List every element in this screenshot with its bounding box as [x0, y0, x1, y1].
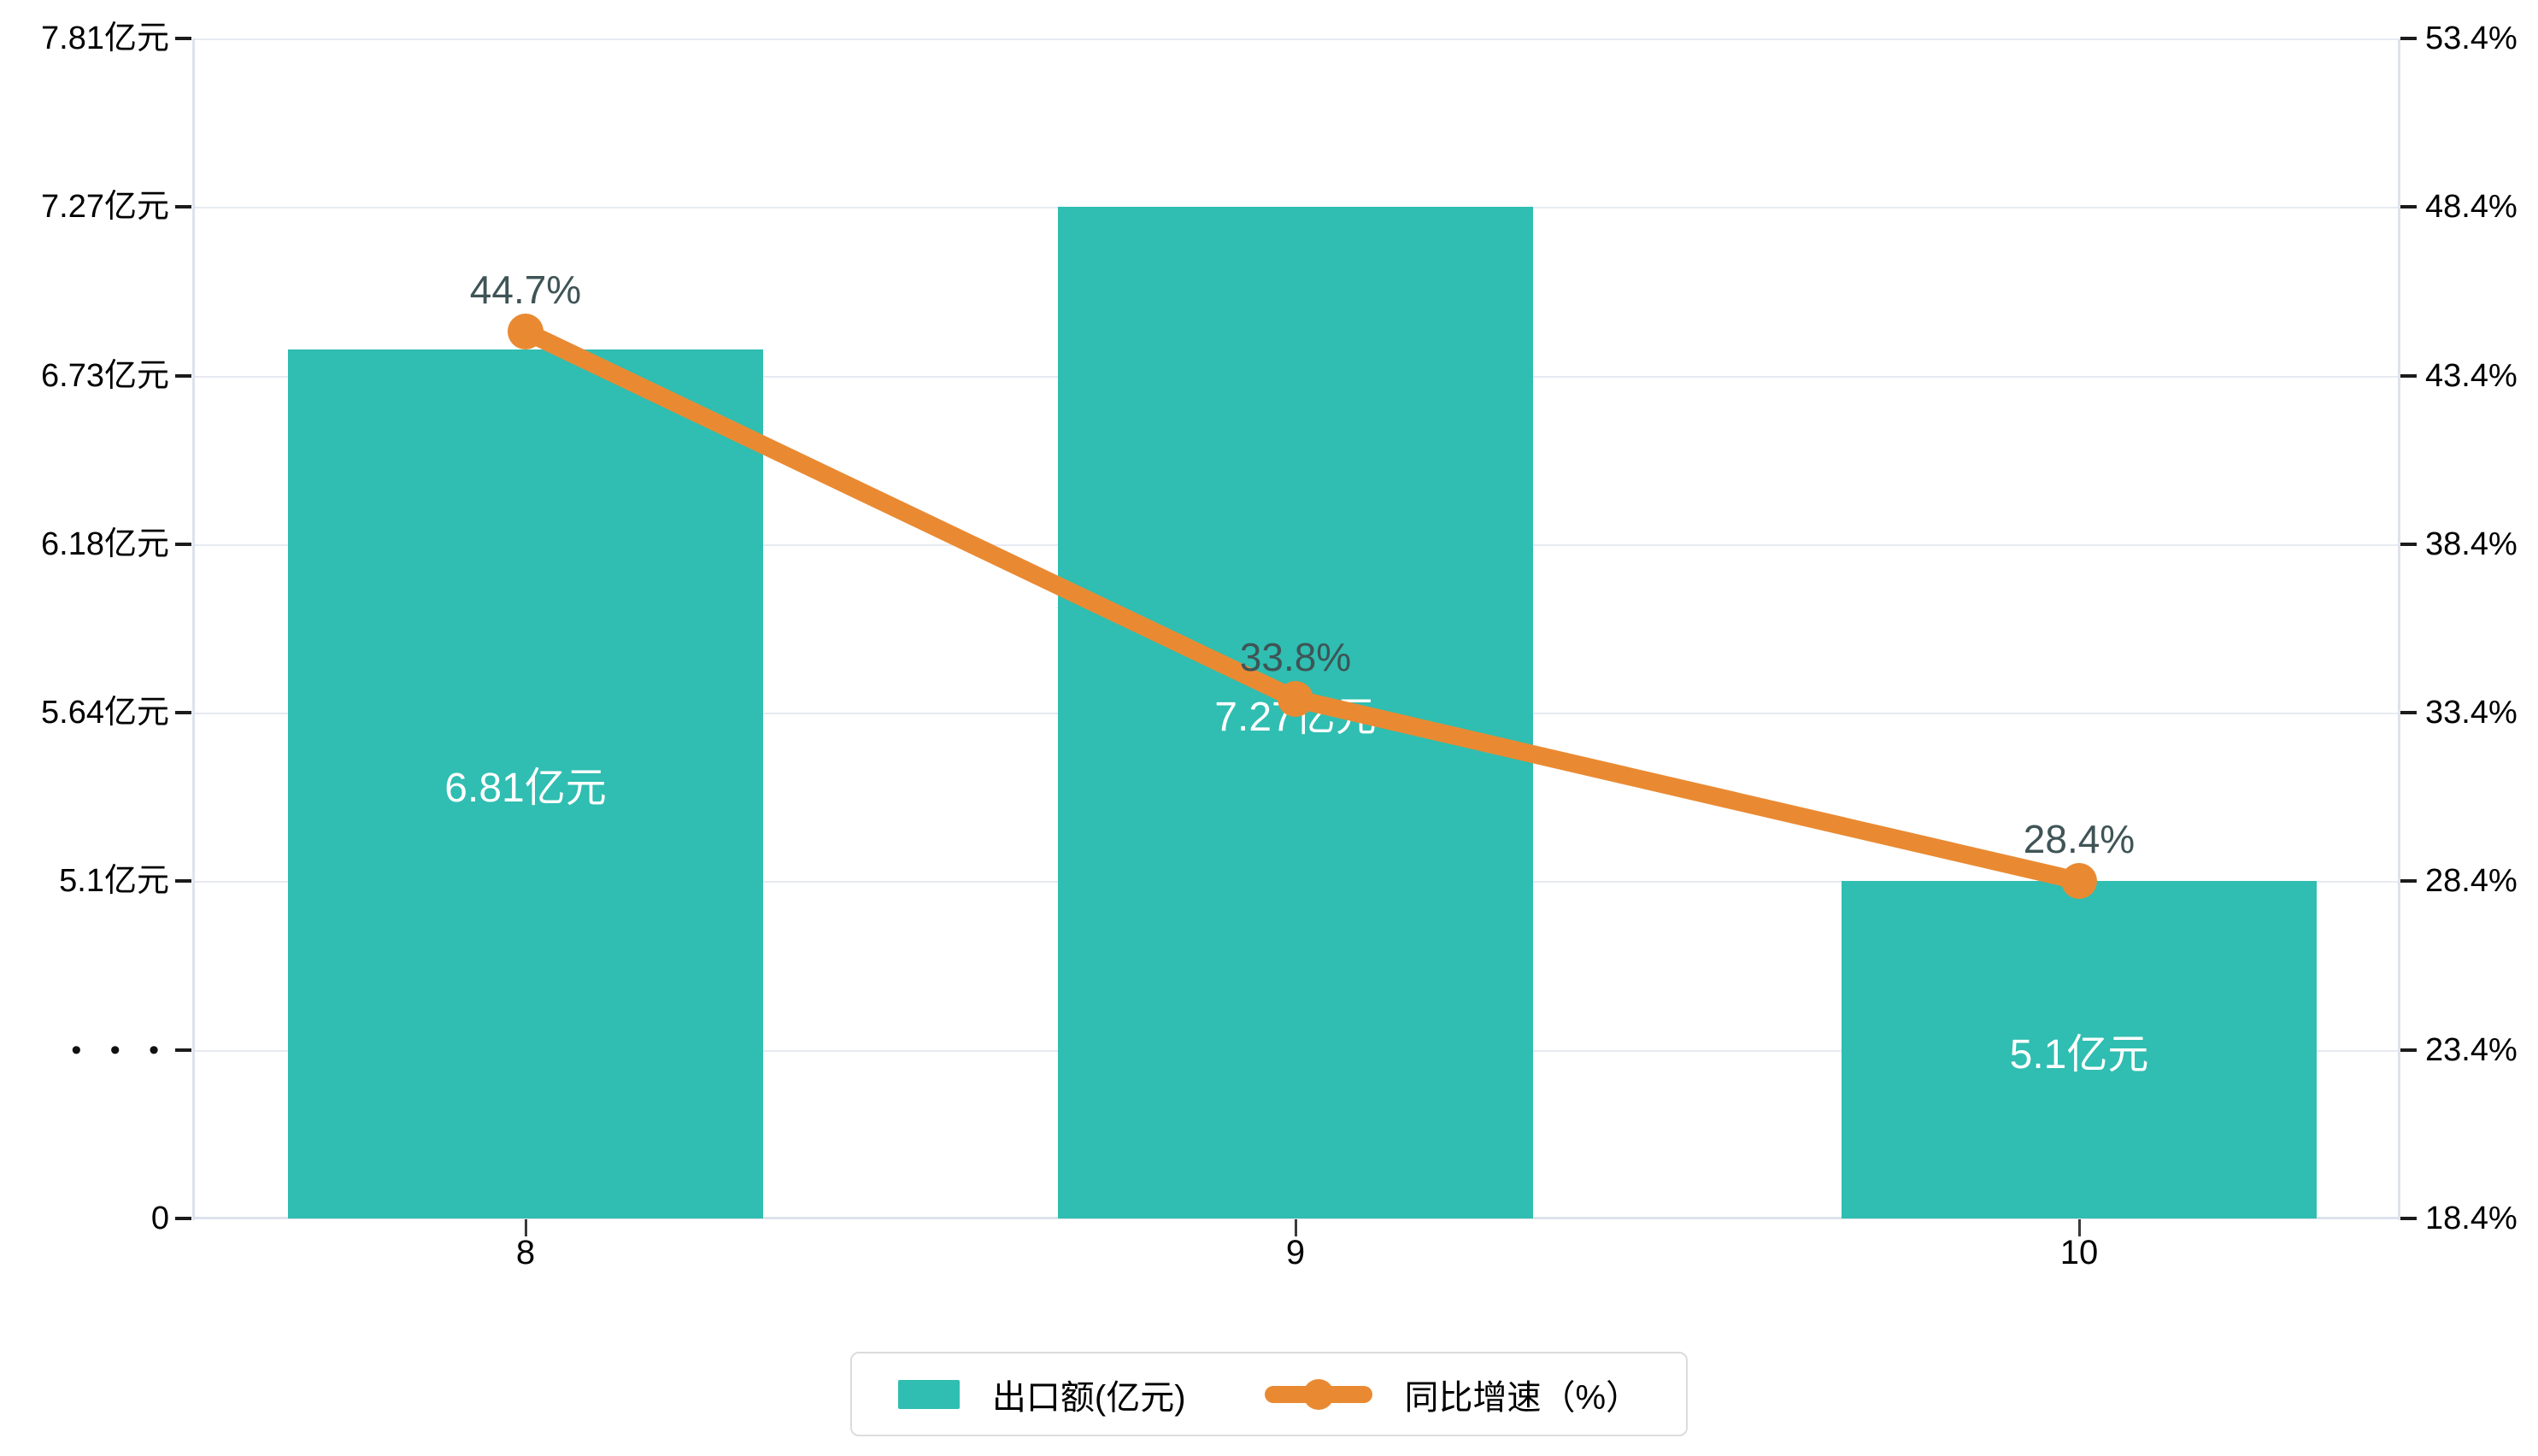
y-right-label-3: 38.4%: [2425, 526, 2517, 562]
y-right-tick: [2400, 1048, 2417, 1052]
x-label-10: 10: [2059, 1234, 2099, 1271]
y-right-label-5: 28.4%: [2425, 863, 2517, 899]
legend-item-growth[interactable]: 同比增速（%）: [1264, 1370, 1641, 1419]
y-right-tick: [2400, 879, 2417, 883]
legend: 出口额(亿元) 同比增速（%）: [849, 1352, 1689, 1436]
y-left-tick: [175, 37, 191, 40]
point-label-10: 28.4%: [2023, 817, 2136, 861]
y-axis-right-line: [2398, 38, 2400, 1220]
line-point-8[interactable]: [508, 314, 543, 349]
y-right-label-0: 53.4%: [2425, 21, 2517, 56]
y-right-label-4: 33.4%: [2425, 695, 2517, 731]
y-right-label-6: 23.4%: [2425, 1032, 2517, 1068]
y-left-tick: [175, 1048, 191, 1052]
y-left-label-0: 7.81亿元: [41, 21, 169, 56]
bar-value-label-8: 6.81亿元: [444, 766, 607, 812]
legend-label-export: 出口额(亿元): [991, 1378, 1186, 1417]
line-point-10[interactable]: [2061, 863, 2097, 899]
y-right-tick: [2400, 37, 2417, 40]
axis-break-dots: • • •: [71, 1034, 169, 1066]
y-left-tick: [175, 1217, 191, 1220]
point-label-9: 33.8%: [1239, 635, 1352, 679]
line-series-dot-icon: [1302, 1378, 1334, 1410]
y-left-label-1: 7.27亿元: [41, 189, 169, 225]
y-left-label-2: 6.73亿元: [41, 358, 169, 394]
bar-value-label-10: 5.1亿元: [2009, 1031, 2149, 1077]
line-point-9[interactable]: [1278, 681, 1313, 717]
y-left-tick: [175, 879, 191, 883]
x-label-8: 8: [515, 1234, 536, 1271]
y-right-tick: [2400, 374, 2417, 378]
y-right-label-7: 18.4%: [2425, 1201, 2517, 1236]
y-right-tick: [2400, 205, 2417, 208]
point-label-8: 44.7%: [469, 267, 582, 312]
y-left-label-zero: 0: [150, 1201, 169, 1236]
y-left-tick: [175, 711, 191, 714]
bar-month-10[interactable]: [1842, 881, 2317, 1218]
y-left-label-4: 5.64亿元: [41, 695, 169, 731]
line-series-swatch-icon: [1264, 1378, 1372, 1410]
legend-label-growth: 同比增速（%）: [1404, 1378, 1641, 1417]
x-label-9: 9: [1285, 1234, 1306, 1271]
growth-line-path[interactable]: [516, 322, 2089, 890]
x-tick: [1295, 1219, 1297, 1236]
y-axis-left-line: [192, 38, 195, 1220]
legend-item-export[interactable]: 出口额(亿元): [897, 1370, 1186, 1419]
y-right-label-1: 48.4%: [2425, 189, 2517, 225]
bar-series-swatch-icon: [897, 1379, 960, 1409]
y-left-tick: [175, 205, 191, 208]
gridline: [192, 38, 2400, 40]
y-left-label-5: 5.1亿元: [59, 863, 169, 899]
y-left-tick: [175, 374, 191, 378]
y-left-label-3: 6.18亿元: [41, 526, 169, 562]
y-right-tick: [2400, 543, 2417, 546]
x-tick: [525, 1219, 527, 1236]
y-right-tick: [2400, 1217, 2417, 1220]
y-right-label-2: 43.4%: [2425, 358, 2517, 394]
y-right-tick: [2400, 711, 2417, 714]
x-tick: [2078, 1219, 2081, 1236]
bar-month-8[interactable]: [288, 349, 763, 1218]
y-left-tick: [175, 543, 191, 546]
legend-wrap: 出口额(亿元) 同比增速（%）: [0, 1352, 2538, 1436]
